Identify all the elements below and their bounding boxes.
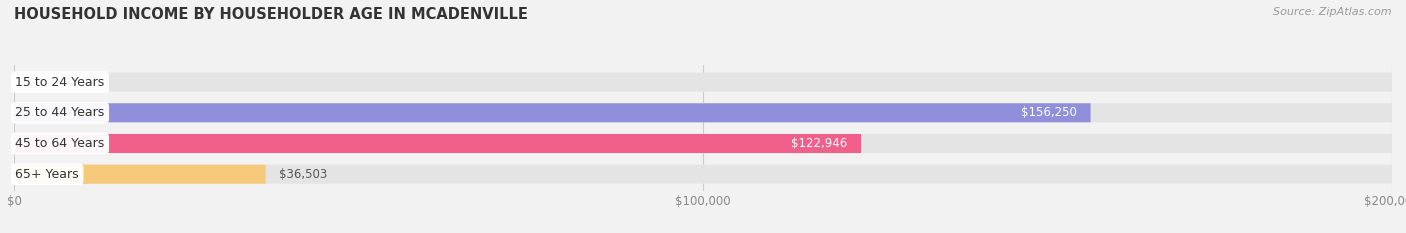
Text: 45 to 64 Years: 45 to 64 Years bbox=[15, 137, 104, 150]
Text: $122,946: $122,946 bbox=[792, 137, 848, 150]
Text: Source: ZipAtlas.com: Source: ZipAtlas.com bbox=[1274, 7, 1392, 17]
Text: $0: $0 bbox=[28, 76, 42, 89]
FancyBboxPatch shape bbox=[14, 103, 1091, 122]
FancyBboxPatch shape bbox=[14, 73, 1392, 92]
Text: $36,503: $36,503 bbox=[280, 168, 328, 181]
FancyBboxPatch shape bbox=[14, 165, 1392, 184]
Text: 15 to 24 Years: 15 to 24 Years bbox=[15, 76, 104, 89]
Text: 65+ Years: 65+ Years bbox=[15, 168, 79, 181]
FancyBboxPatch shape bbox=[14, 103, 1392, 122]
FancyBboxPatch shape bbox=[14, 134, 1392, 153]
FancyBboxPatch shape bbox=[14, 165, 266, 184]
Text: $156,250: $156,250 bbox=[1021, 106, 1077, 119]
FancyBboxPatch shape bbox=[14, 134, 860, 153]
Text: HOUSEHOLD INCOME BY HOUSEHOLDER AGE IN MCADENVILLE: HOUSEHOLD INCOME BY HOUSEHOLDER AGE IN M… bbox=[14, 7, 527, 22]
Text: 25 to 44 Years: 25 to 44 Years bbox=[15, 106, 104, 119]
